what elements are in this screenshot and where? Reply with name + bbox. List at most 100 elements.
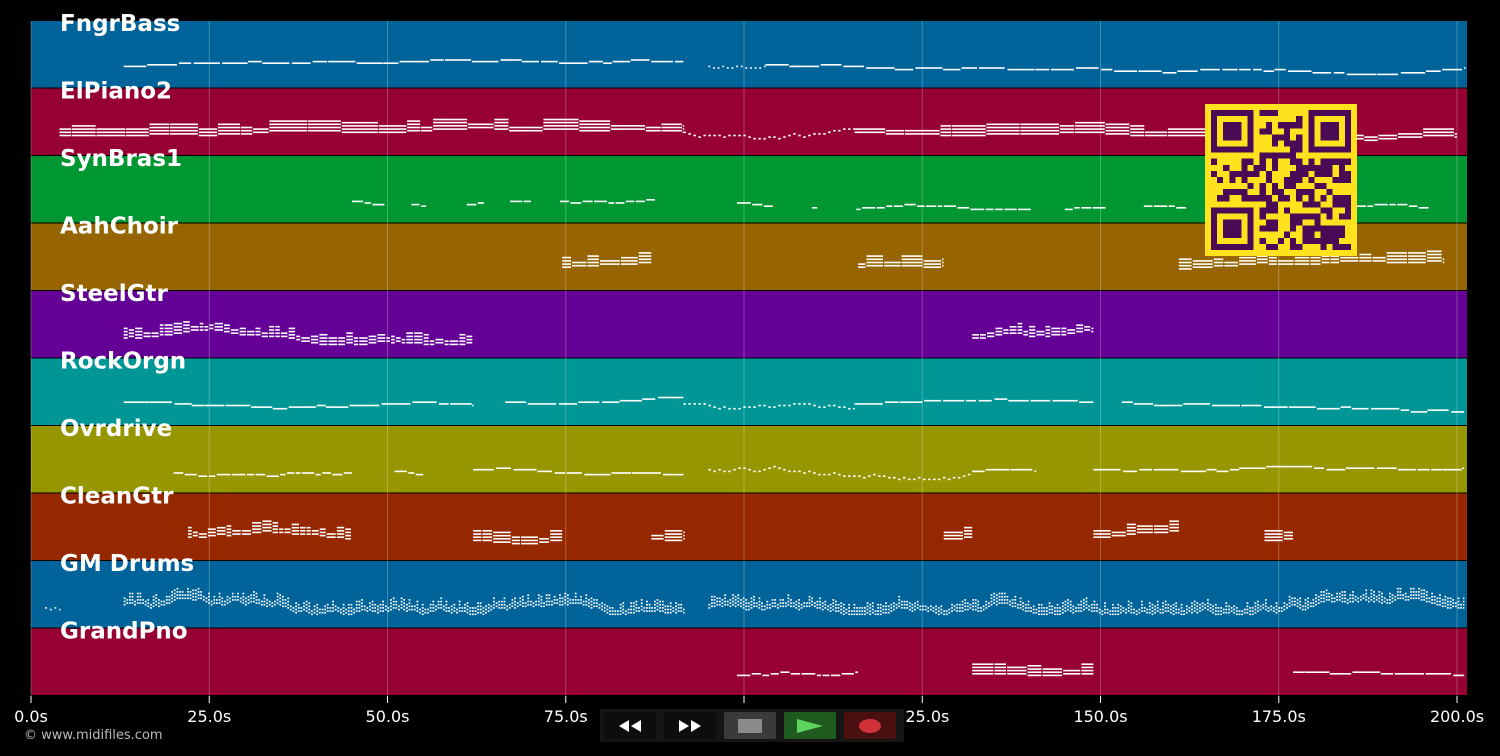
midi-note: [940, 131, 952, 134]
midi-note: [570, 202, 582, 204]
midi-note: [646, 610, 648, 612]
midi-note: [295, 608, 297, 611]
midi-note: [795, 607, 798, 609]
midi-note: [1003, 595, 1006, 598]
midi-note: [743, 406, 746, 408]
midi-note: [1340, 256, 1359, 259]
midi-note: [1069, 607, 1072, 609]
midi-note: [217, 133, 240, 135]
qr-module: [1338, 231, 1345, 238]
midi-note: [300, 530, 306, 532]
midi-note: [924, 608, 927, 611]
midi-note: [371, 600, 374, 603]
midi-note: [407, 129, 421, 132]
midi-note: [1222, 68, 1238, 71]
midi-note: [680, 607, 683, 609]
midi-note: [798, 605, 800, 608]
qr-module: [1259, 207, 1266, 214]
midi-note: [187, 530, 192, 532]
midi-note: [142, 602, 144, 604]
midi-note: [1462, 597, 1465, 600]
midi-note: [1328, 595, 1331, 598]
midi-note: [184, 594, 187, 596]
midi-note: [297, 610, 300, 612]
midi-note: [590, 597, 593, 600]
rewind-button[interactable]: [604, 712, 656, 739]
midi-note: [1175, 611, 1178, 614]
midi-note: [464, 610, 466, 612]
midi-note: [574, 595, 577, 598]
midi-note: [774, 605, 777, 608]
midi-note: [353, 340, 359, 342]
midi-note: [572, 261, 587, 264]
midi-note: [738, 467, 741, 469]
midi-note: [663, 473, 674, 476]
midi-note: [408, 599, 411, 601]
midi-note: [123, 603, 126, 606]
midi-note: [437, 600, 440, 603]
midi-note: [721, 599, 724, 601]
midi-note: [207, 531, 216, 534]
qr-module: [1338, 170, 1345, 177]
midi-note: [606, 608, 609, 611]
midi-note: [588, 60, 603, 63]
midi-note: [310, 338, 319, 341]
midi-note: [1127, 610, 1130, 612]
midi-note: [585, 597, 588, 600]
midi-note: [885, 605, 887, 608]
play-button[interactable]: [784, 712, 836, 739]
midi-note: [390, 605, 392, 608]
midi-note: [813, 472, 816, 474]
midi-note: [1032, 605, 1035, 608]
midi-note: [1130, 611, 1133, 614]
midi-note: [811, 597, 813, 600]
midi-note: [334, 605, 337, 608]
midi-note: [280, 473, 286, 476]
midi-note: [903, 476, 906, 479]
midi-note: [464, 607, 466, 609]
midi-note: [1408, 255, 1426, 257]
midi-note: [1096, 607, 1098, 609]
midi-note: [59, 128, 72, 130]
midi-note: [1151, 613, 1154, 616]
midi-note: [545, 600, 548, 603]
fast-forward-button[interactable]: [664, 712, 716, 739]
qr-module: [1211, 170, 1218, 177]
midi-note: [1080, 607, 1083, 609]
qr-module: [1259, 110, 1266, 117]
midi-note: [1059, 610, 1061, 612]
midi-note: [842, 603, 845, 606]
midi-note: [202, 599, 205, 601]
midi-note: [621, 260, 638, 262]
qr-module: [1314, 225, 1321, 232]
midi-note: [171, 594, 173, 596]
qr-module: [1314, 183, 1321, 190]
midi-note: [173, 472, 184, 474]
record-button[interactable]: [844, 712, 896, 739]
midi-note: [445, 600, 448, 603]
midi-note: [324, 605, 326, 608]
qr-module: [1271, 164, 1278, 171]
midi-note: [783, 136, 786, 138]
midi-note: [349, 404, 380, 407]
midi-note: [937, 205, 943, 207]
midi-note: [651, 60, 673, 63]
midi-note: [593, 605, 596, 608]
midi-note: [903, 600, 906, 603]
midi-note: [856, 607, 858, 609]
qr-module: [1296, 146, 1303, 153]
track-lane-rockorgn: [31, 358, 1467, 425]
stop-button[interactable]: [724, 712, 776, 739]
qr-module: [1290, 183, 1297, 190]
midi-note: [471, 607, 474, 609]
midi-note: [416, 610, 419, 612]
midi-note: [159, 324, 164, 326]
qr-code-icon[interactable]: [1205, 104, 1357, 256]
midi-note: [181, 591, 184, 593]
midi-note: [473, 533, 482, 535]
midi-note: [359, 337, 368, 339]
midi-note: [874, 613, 877, 616]
midi-note: [1256, 258, 1268, 261]
midi-note: [1135, 610, 1138, 612]
midi-note: [300, 526, 306, 529]
